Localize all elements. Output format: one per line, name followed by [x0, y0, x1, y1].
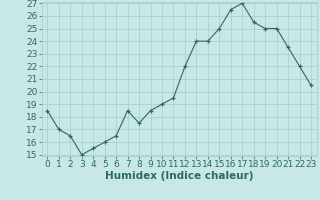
- X-axis label: Humidex (Indice chaleur): Humidex (Indice chaleur): [105, 171, 253, 181]
